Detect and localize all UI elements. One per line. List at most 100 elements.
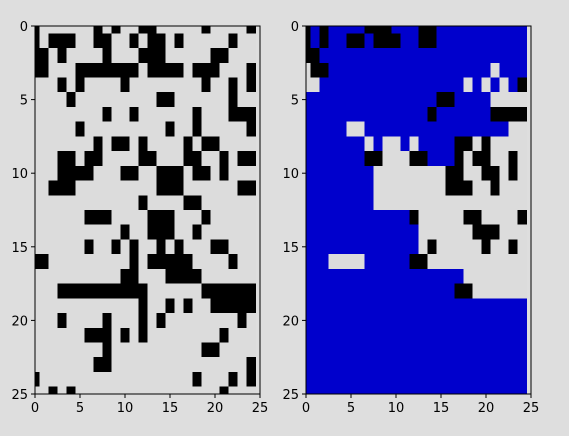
heatmap-cell	[201, 283, 211, 299]
x-tick-label: 5	[76, 401, 84, 416]
heatmap-cell	[463, 62, 473, 78]
heatmap-cell	[174, 210, 184, 226]
heatmap-cell	[237, 239, 247, 255]
heatmap-cell	[201, 298, 211, 314]
heatmap-cell	[463, 106, 473, 123]
heatmap-cell	[174, 77, 184, 93]
heatmap-cell	[201, 62, 211, 78]
heatmap-cell	[499, 77, 509, 93]
heatmap-cell	[201, 371, 211, 387]
heatmap-cell	[156, 268, 166, 284]
heatmap-cell	[147, 151, 157, 167]
heatmap-cell	[481, 283, 491, 299]
heatmap-cell	[364, 151, 374, 167]
heatmap-cell	[102, 26, 112, 34]
heatmap-cell	[490, 342, 500, 358]
heatmap-cell	[445, 92, 455, 108]
heatmap-cell	[445, 386, 455, 395]
heatmap-cell	[472, 210, 482, 226]
heatmap-cell	[201, 239, 211, 255]
heatmap-cell	[490, 26, 500, 34]
heatmap-cell	[192, 26, 202, 34]
heatmap-cell	[48, 106, 58, 123]
heatmap-cell	[418, 136, 428, 152]
heatmap-cell	[481, 151, 491, 167]
heatmap-cell	[228, 195, 238, 211]
heatmap-cell	[156, 92, 166, 108]
heatmap-cell	[517, 33, 527, 49]
heatmap-cell	[57, 268, 67, 284]
heatmap-cell	[517, 26, 527, 34]
heatmap-cell	[436, 254, 446, 270]
heatmap-cell	[174, 224, 184, 240]
heatmap-cell	[481, 298, 491, 314]
heatmap-cell	[93, 121, 103, 137]
heatmap-cell	[93, 195, 103, 211]
heatmap-cell	[346, 121, 356, 137]
heatmap-cell	[310, 386, 320, 395]
heatmap-cell	[364, 26, 374, 34]
heatmap-cell	[436, 195, 446, 211]
heatmap-cell	[237, 26, 247, 34]
heatmap-cell	[508, 371, 518, 387]
heatmap-cell	[400, 224, 410, 240]
heatmap-cell	[472, 77, 482, 93]
heatmap-cell	[364, 386, 374, 395]
y-tick-label: 0	[291, 20, 299, 35]
heatmap-cell	[391, 106, 401, 123]
heatmap-cell	[319, 77, 329, 93]
heatmap-cell	[382, 254, 392, 270]
heatmap-cell	[319, 62, 329, 78]
heatmap-cell	[228, 180, 238, 196]
heatmap-cell	[306, 92, 311, 108]
heatmap-cell	[66, 136, 76, 152]
heatmap-cell	[328, 62, 338, 78]
heatmap-cell	[201, 327, 211, 343]
heatmap-cell	[382, 106, 392, 123]
heatmap-cell	[306, 48, 311, 64]
heatmap-cell	[418, 371, 428, 387]
heatmap-cell	[418, 327, 428, 343]
heatmap-cell	[490, 283, 500, 299]
heatmap-cell	[364, 48, 374, 64]
heatmap-cell	[237, 33, 247, 49]
heatmap-cell	[463, 224, 473, 240]
heatmap-cell	[219, 165, 229, 181]
heatmap-cell	[156, 298, 166, 314]
heatmap-cell	[306, 327, 311, 343]
heatmap-cell	[472, 62, 482, 78]
heatmap-cell	[228, 151, 238, 167]
heatmap-cell	[310, 26, 320, 34]
heatmap-cell	[508, 195, 518, 211]
heatmap-cell	[490, 77, 500, 93]
heatmap-cell	[436, 136, 446, 152]
heatmap-cell	[436, 327, 446, 343]
heatmap-cell	[306, 136, 311, 152]
heatmap-cell	[454, 268, 464, 284]
heatmap-cell	[373, 371, 383, 387]
heatmap-cell	[463, 342, 473, 358]
heatmap-cell	[373, 121, 383, 137]
heatmap-cell	[499, 121, 509, 137]
heatmap-cell	[102, 342, 112, 358]
heatmap-cell	[454, 386, 464, 395]
heatmap-cell	[517, 77, 527, 93]
heatmap-cell	[472, 33, 482, 49]
heatmap-cell	[490, 298, 500, 314]
heatmap-cell	[418, 298, 428, 314]
heatmap-cell	[48, 165, 58, 181]
heatmap-cell	[427, 48, 437, 64]
heatmap-cell	[35, 298, 40, 314]
heatmap-cell	[391, 313, 401, 329]
heatmap-cell	[391, 26, 401, 34]
heatmap-cell	[517, 283, 527, 299]
heatmap-cell	[84, 357, 94, 373]
heatmap-cell	[463, 48, 473, 64]
heatmap-cell	[120, 121, 130, 137]
heatmap-cell	[346, 195, 356, 211]
heatmap-cell	[201, 151, 211, 167]
heatmap-cell	[391, 224, 401, 240]
heatmap-cell	[306, 239, 311, 255]
heatmap-cell	[129, 327, 139, 343]
heatmap-cell	[228, 224, 238, 240]
